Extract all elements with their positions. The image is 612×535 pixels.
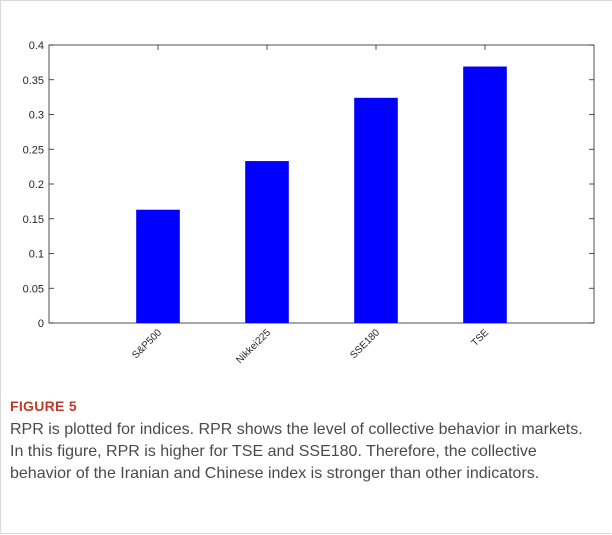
figure-caption-text: RPR is plotted for indices. RPR shows th… [10,421,583,482]
y-tick-label: 0.4 [29,40,44,52]
bar-sse180 [354,97,398,323]
x-tick-labels: S&P500 Nikkei225 SSE180 TSE [130,327,491,366]
y-tick-label: 0.3 [29,110,44,122]
x-tick-label: S&P500 [130,327,164,361]
y-tick-label: 0.2 [29,179,44,191]
figure-top-border [0,0,612,1]
plot-box [48,44,595,324]
x-tick-label: Nikkei225 [234,327,273,366]
x-tick-label: TSE [470,327,492,349]
bar-sp500 [136,209,180,323]
y-tick-label: 0.15 [23,214,44,226]
y-tick-labels: 0 0.05 0.1 0.15 0.2 0.25 0.3 0.35 0.4 [23,40,44,330]
bar-chart: 0 0.05 0.1 0.15 0.2 0.25 0.3 0.35 0.4 S&P500 Nikk… [23,40,595,366]
y-tick-label: 0.05 [23,283,44,295]
y-tick-label: 0 [38,318,44,330]
chart-axes [48,44,595,324]
bar-nikkei225 [245,161,289,323]
y-tick-label: 0.1 [29,249,44,261]
y-tick-label: 0.25 [23,144,44,156]
figure-label: FIGURE 5 [10,398,77,414]
y-tick-label: 0.35 [23,75,44,87]
bar-tse [463,66,507,324]
x-tick-label: SSE180 [348,327,382,361]
chart-bars [136,66,507,324]
